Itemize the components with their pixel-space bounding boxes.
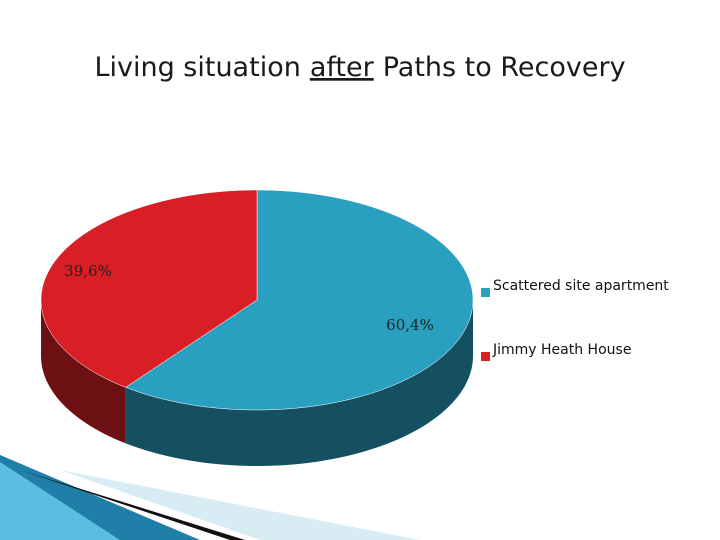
title-part: Living situation: [94, 52, 300, 83]
data-label: 39,6%: [64, 262, 112, 280]
slice-side: [125, 300, 473, 466]
title-part: Paths to Recovery: [383, 52, 626, 83]
slice: [125, 189, 474, 411]
decoration: [0, 455, 420, 540]
slice-side: [41, 300, 126, 444]
data-label: 60,4%: [386, 316, 434, 334]
slice: [40, 189, 258, 388]
legend-swatch: [481, 288, 490, 297]
legend: Scattered site apartment Jimmy Heath Hous…: [481, 278, 669, 361]
legend-label: Scattered site apartment: [493, 278, 669, 294]
legend-swatch: [481, 352, 490, 361]
title-part: after: [310, 52, 375, 83]
legend-label: Jimmy Heath House: [492, 342, 631, 358]
chart-title: Living situation after Paths to Recovery: [94, 52, 625, 83]
pie: 60,4% 39,6%: [40, 189, 474, 466]
